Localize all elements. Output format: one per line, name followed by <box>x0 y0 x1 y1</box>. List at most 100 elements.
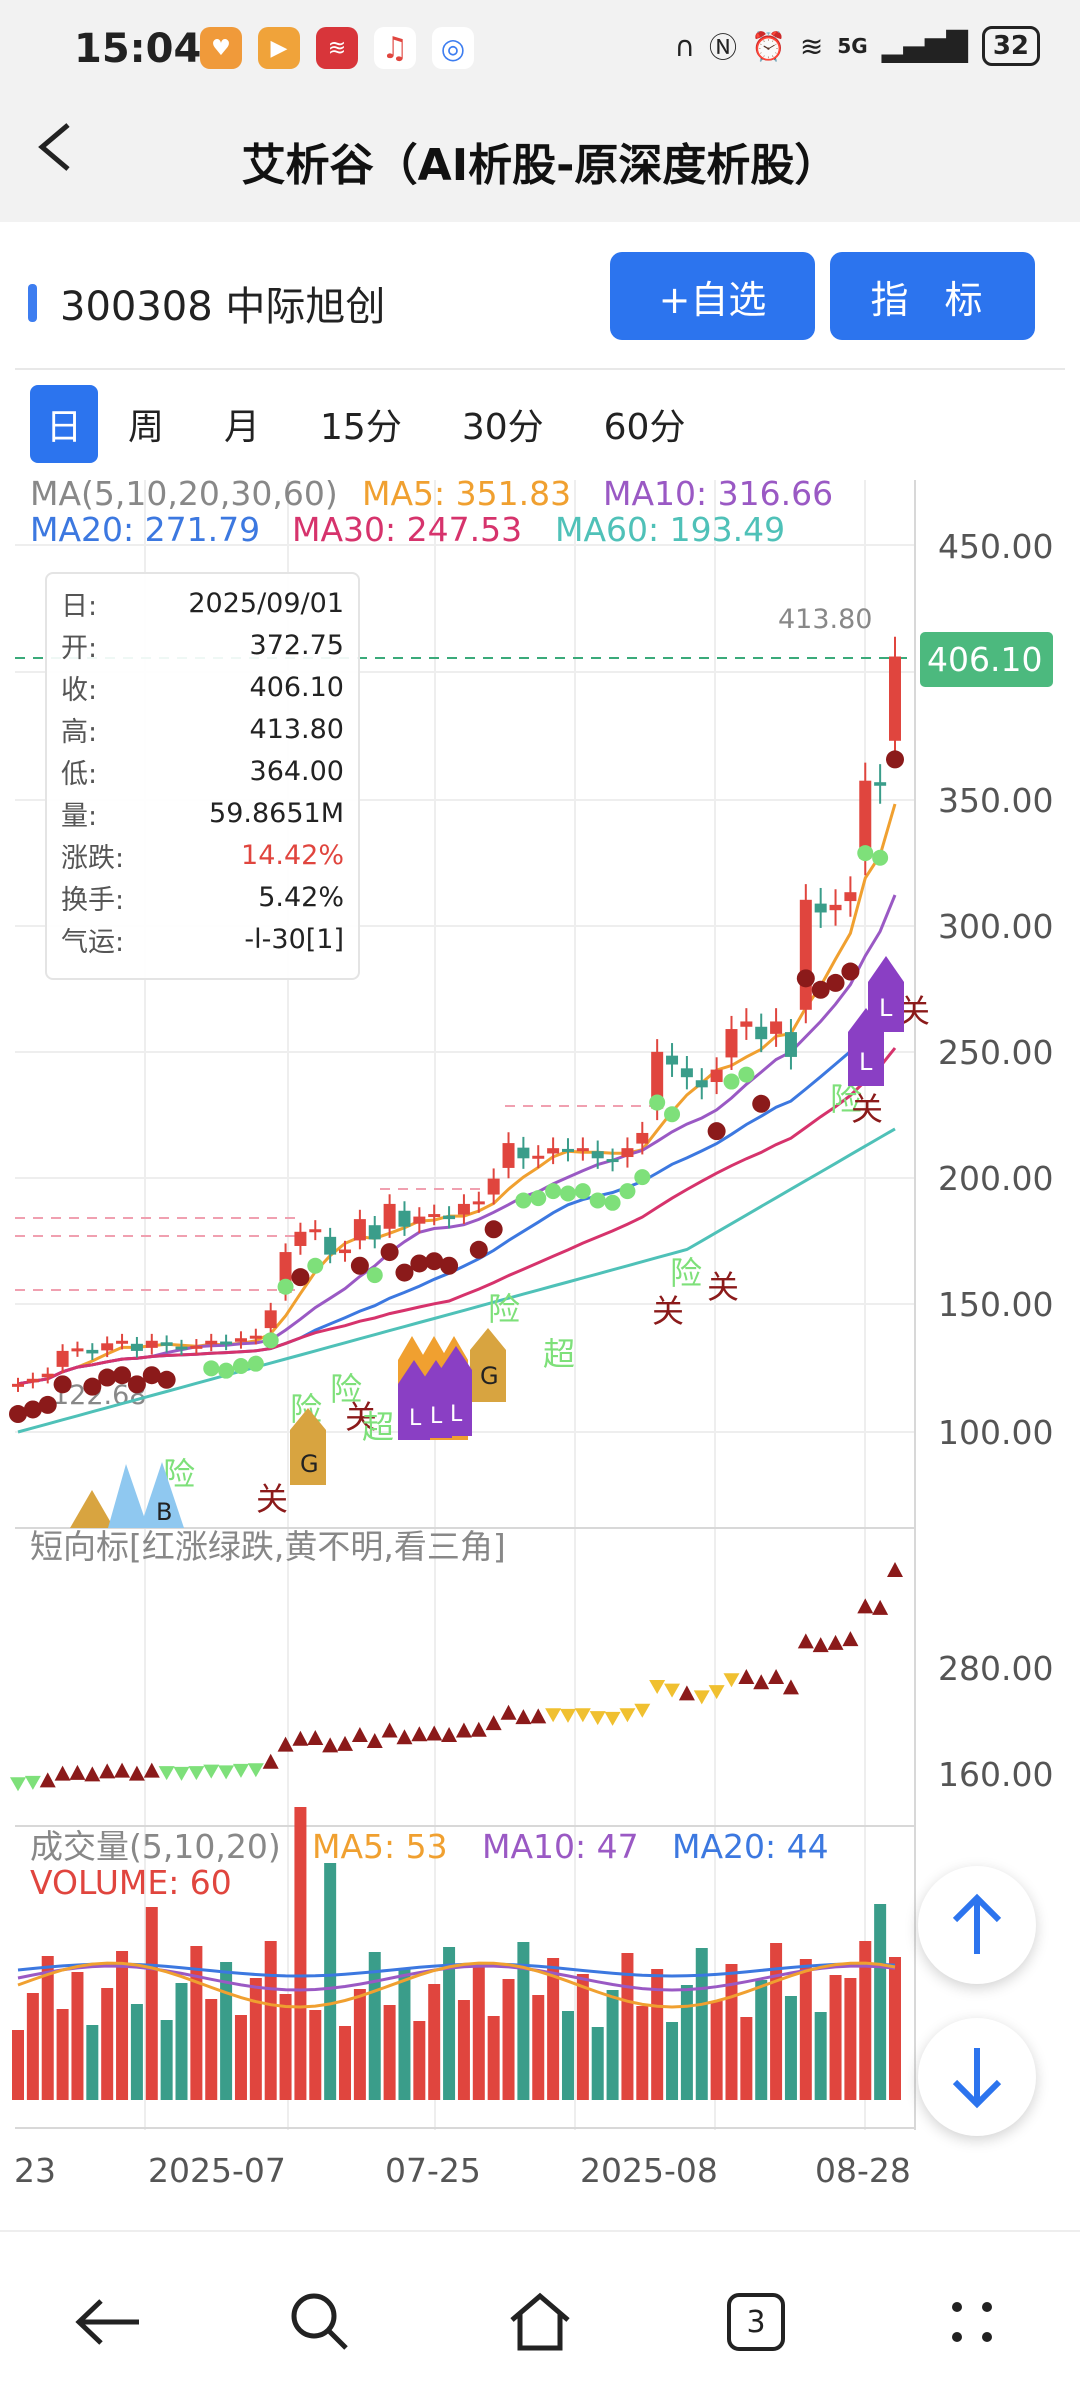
stock-marker <box>28 284 37 322</box>
candle-body <box>859 780 872 859</box>
signal-dot-green <box>515 1192 532 1209</box>
tab-day[interactable]: 日 <box>30 385 98 463</box>
info-key: 涨跌: <box>61 842 125 874</box>
nav-back-button[interactable] <box>58 2272 158 2372</box>
short-triangle <box>307 1729 324 1745</box>
indicator-button[interactable]: 指 标 <box>830 252 1035 340</box>
volume-bar <box>220 1962 233 2100</box>
info-key: 气运: <box>61 926 125 958</box>
signal-label-close: 关 <box>707 1268 739 1306</box>
b-markers: B <box>70 1462 184 1528</box>
tab-15min[interactable]: 15分 <box>320 407 402 448</box>
short-triangle <box>559 1708 576 1723</box>
volume-bar <box>443 1947 456 2100</box>
signal-dot-red <box>395 1263 414 1282</box>
short-triangle <box>887 1562 903 1577</box>
candle-body <box>636 1132 649 1144</box>
tab-60min[interactable]: 60分 <box>603 407 686 448</box>
signal-dot-green <box>262 1332 279 1349</box>
candle-body <box>130 1343 143 1351</box>
signal-dot-green <box>857 845 874 862</box>
short-triangle <box>842 1631 859 1647</box>
volume-bar <box>576 1974 589 2100</box>
signal-dot-red <box>157 1370 176 1389</box>
volume-bar <box>889 1957 901 2100</box>
back-button[interactable] <box>34 117 94 197</box>
battery-level: 32 <box>981 26 1040 66</box>
ma30-value: MA30: 247.53 <box>292 510 522 549</box>
home-icon <box>510 2292 570 2351</box>
short-triangle <box>337 1735 354 1751</box>
candle-body <box>532 1155 545 1159</box>
tab-week[interactable]: 周 <box>128 407 165 448</box>
signal-label-close: 关 <box>256 1480 288 1518</box>
nav-search-button[interactable] <box>270 2272 370 2372</box>
high-price-label: 413.80 <box>778 604 872 635</box>
candle-body <box>86 1349 99 1354</box>
nav-menu-button[interactable] <box>922 2272 1022 2372</box>
candle-body <box>502 1143 515 1168</box>
candle-body <box>755 1026 768 1040</box>
short-triangle <box>441 1727 458 1742</box>
short-triangle <box>426 1725 443 1741</box>
candle-body <box>814 903 827 913</box>
short-triangle <box>455 1722 472 1738</box>
nav-tabs-button[interactable]: 3 <box>706 2272 806 2372</box>
tab-30min[interactable]: 30分 <box>461 407 544 448</box>
volume-bar <box>205 1999 218 2100</box>
add-watchlist-button[interactable]: +自选 <box>610 252 815 340</box>
notification-icons: ♥ ▶ ≋ ♫ ◎ <box>200 27 474 69</box>
volume-bars <box>12 1807 901 2100</box>
signal-dot-green <box>589 1192 606 1209</box>
short-triangle <box>485 1715 502 1731</box>
alarm-icon: ⏰ <box>750 29 786 63</box>
short-triangle <box>411 1726 428 1742</box>
candle-body <box>680 1068 693 1078</box>
nav-home-button[interactable] <box>490 2272 590 2372</box>
candle-body <box>294 1231 307 1246</box>
short-triangle <box>812 1637 829 1653</box>
candle-body <box>234 1338 247 1342</box>
volume-ma5: MA5: 53 <box>312 1827 448 1866</box>
signal-dot-red <box>440 1256 459 1275</box>
candle-body <box>874 782 887 786</box>
short-triangle <box>782 1679 799 1695</box>
candle-body <box>799 899 812 1010</box>
volume-bar <box>101 1988 114 2100</box>
candle-body <box>116 1340 129 1344</box>
signal-label-risk: 险 <box>488 1290 520 1328</box>
info-key: 高: <box>61 716 98 748</box>
short-triangle <box>723 1673 740 1688</box>
short-triangle <box>247 1763 264 1778</box>
scroll-down-button[interactable] <box>918 2018 1036 2136</box>
signal-label-super: 超 <box>543 1335 575 1373</box>
info-row: 收: 406.10 <box>61 666 344 708</box>
kline-chart[interactable]: MA(5,10,20,30,60) MA5: 351.83 MA10: 316.… <box>0 470 1080 2210</box>
search-icon <box>291 2293 348 2350</box>
tab-month[interactable]: 月 <box>224 407 261 448</box>
candle-body <box>175 1346 188 1350</box>
volume-bar <box>695 1948 708 2100</box>
short-triangle <box>530 1708 547 1724</box>
b-marker <box>140 1462 184 1528</box>
short-axis-label: 160.00 <box>938 1755 1053 1794</box>
title-bar: 艾析谷（AI析股-原深度析股） <box>0 95 1080 222</box>
signal-dot-red <box>53 1375 72 1394</box>
resistance-lines <box>15 1105 660 1291</box>
candle-body <box>413 1216 426 1224</box>
candle-body <box>383 1203 396 1229</box>
signal-dot-green <box>218 1362 235 1379</box>
scroll-up-button[interactable] <box>918 1866 1036 1984</box>
short-triangle <box>574 1708 591 1723</box>
candle-body <box>339 1249 352 1254</box>
candle-body <box>12 1383 24 1387</box>
short-triangle <box>738 1669 755 1685</box>
signal-label-close: 关 <box>851 1090 883 1128</box>
candle-body <box>56 1350 69 1367</box>
volume-bar <box>428 1984 441 2100</box>
candle-body <box>784 1032 797 1057</box>
volume-bar <box>175 1983 188 2100</box>
ma60-value: MA60: 193.49 <box>555 510 785 549</box>
l-marker <box>868 956 904 1032</box>
short-triangle <box>515 1709 532 1725</box>
